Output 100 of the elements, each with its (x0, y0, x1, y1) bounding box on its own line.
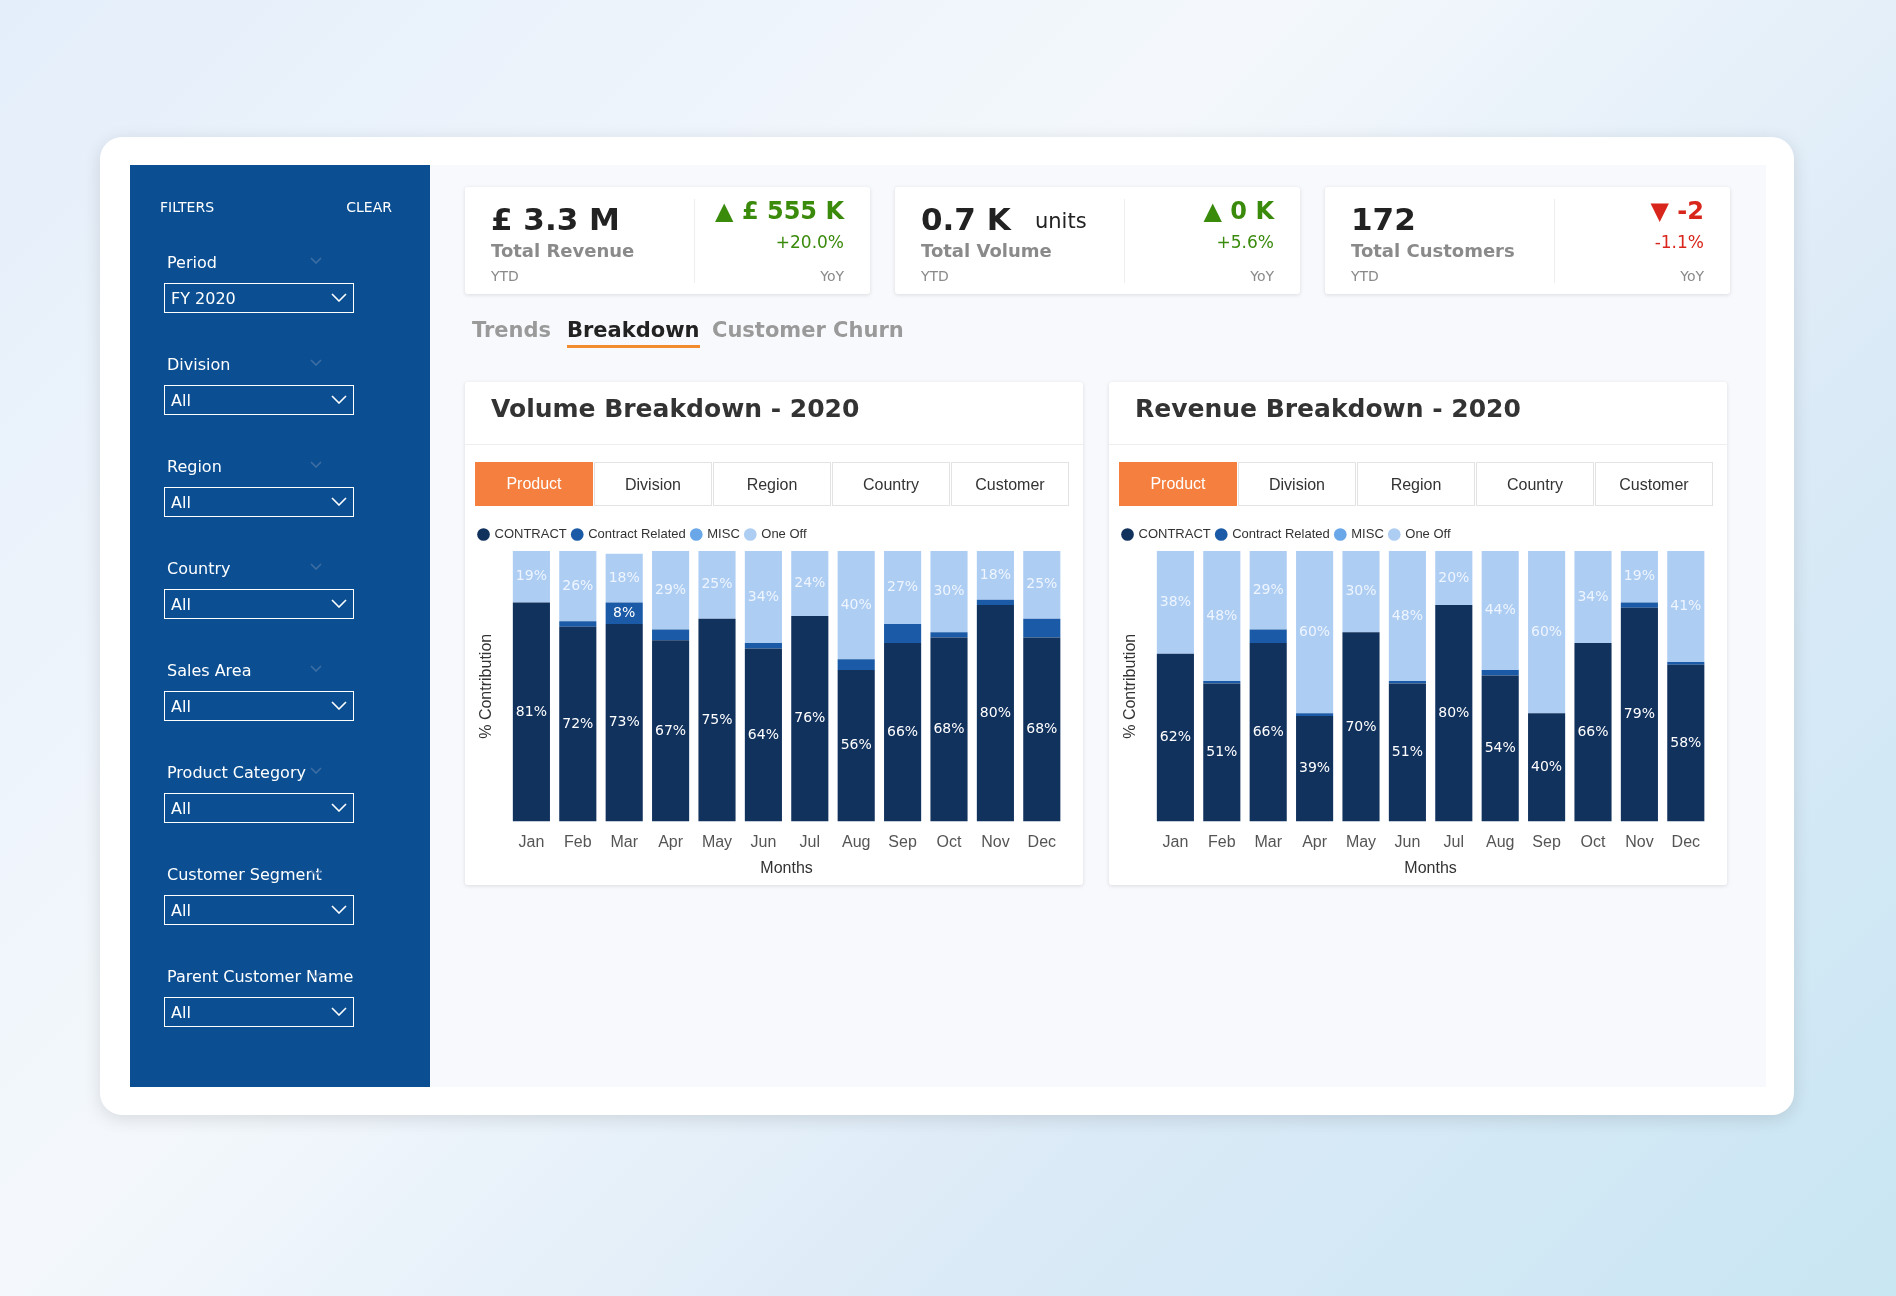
bar (1574, 643, 1612, 822)
data-label: 18% (608, 568, 640, 585)
text: All (171, 493, 191, 512)
data-label: 67% (655, 721, 687, 738)
x-tick-label: Apr (1302, 832, 1328, 850)
bar (1388, 680, 1426, 684)
text: YoY (820, 268, 844, 284)
data-label: 30% (933, 582, 965, 599)
bar (698, 618, 736, 822)
text: Country (1476, 462, 1594, 506)
text: Country (832, 462, 950, 506)
bar (1342, 632, 1380, 822)
x-tick-label: Jan (518, 832, 545, 850)
bar (1023, 618, 1061, 638)
text: Total Revenue (491, 240, 635, 261)
x-tick-label: Apr (658, 832, 684, 850)
legend-label: One Off (761, 526, 807, 542)
data-label: 79% (1623, 705, 1655, 722)
bar (1249, 629, 1287, 643)
text: All (171, 391, 191, 410)
text: ▼ -2 (1650, 197, 1704, 225)
bar (976, 605, 1014, 822)
bar (744, 643, 782, 649)
text: Division (167, 355, 231, 374)
data-label: 8% (613, 603, 636, 620)
x-tick-label: Jul (1443, 832, 1465, 850)
text: YTD (491, 268, 519, 284)
bar (930, 551, 968, 633)
text: All (171, 595, 191, 614)
bar (559, 621, 597, 627)
data-label: 26% (562, 576, 594, 593)
bar (976, 551, 1014, 600)
text: ▲ £ 555 K (715, 197, 844, 225)
bar (1203, 680, 1241, 684)
bar (652, 629, 690, 641)
text: Region (1357, 462, 1475, 506)
text: Region (713, 462, 831, 506)
bar (930, 637, 968, 822)
data-label: 48% (1391, 606, 1423, 623)
bar (698, 551, 736, 619)
x-tick-label: Dec (1027, 832, 1057, 850)
bar (1296, 716, 1334, 822)
bar (930, 632, 968, 638)
legend-label: CONTRACT (494, 526, 567, 542)
text: All (171, 1003, 191, 1022)
data-label: 56% (840, 736, 872, 753)
data-label: 25% (701, 575, 733, 592)
y-axis-title: % Contribution (1121, 633, 1139, 739)
bar (1435, 551, 1473, 606)
legend-label: CONTRACT (1138, 526, 1211, 542)
data-label: 68% (1026, 720, 1058, 737)
text: Parent Customer Name (167, 967, 354, 986)
data-label: 51% (1391, 743, 1423, 760)
x-tick-label: Aug (841, 832, 871, 850)
bar (1388, 551, 1426, 681)
text: Product (475, 462, 593, 506)
data-label: 66% (1577, 722, 1609, 739)
x-tick-label: Dec (1671, 832, 1701, 850)
x-tick-label: Nov (981, 832, 1010, 850)
bar (884, 643, 922, 822)
text: 172 (1351, 201, 1416, 237)
text: Region (167, 457, 222, 476)
bar (837, 551, 875, 660)
data-label: 25% (1026, 575, 1058, 592)
x-tick-label: Feb (1208, 832, 1236, 850)
bar (512, 602, 550, 822)
text: -1.1% (1654, 232, 1704, 252)
bar (559, 551, 597, 622)
x-tick-label: Feb (564, 832, 592, 850)
data-label: 29% (655, 580, 687, 597)
x-axis-title: Months (1404, 858, 1457, 876)
bar (1620, 607, 1658, 822)
data-label: 76% (794, 709, 826, 726)
text: Period (167, 253, 217, 272)
text: Customer Segment (167, 865, 322, 884)
data-label: 40% (1531, 758, 1563, 775)
data-label: 27% (887, 578, 919, 595)
text: Division (1238, 462, 1356, 506)
bar (976, 599, 1014, 606)
text: Total Volume (921, 240, 1052, 261)
data-label: 19% (515, 567, 547, 584)
data-label: 48% (1206, 606, 1238, 623)
y-axis-title: % Contribution (477, 633, 495, 739)
bar (1481, 670, 1519, 676)
bar (1528, 551, 1566, 714)
bar (1203, 683, 1241, 822)
bar (1574, 551, 1612, 643)
text: Sales Area (167, 661, 252, 680)
text: ▲ 0 K (1203, 197, 1274, 225)
legend-label: One Off (1405, 526, 1451, 542)
data-label: 70% (1345, 717, 1377, 734)
text: Division (594, 462, 712, 506)
data-label: 34% (747, 587, 779, 604)
text: FY 2020 (171, 289, 236, 308)
bar (652, 551, 690, 630)
data-label: 34% (1577, 587, 1609, 604)
bar (652, 640, 690, 822)
bar (837, 670, 875, 822)
bar (1249, 643, 1287, 822)
data-label: 38% (1159, 593, 1191, 610)
